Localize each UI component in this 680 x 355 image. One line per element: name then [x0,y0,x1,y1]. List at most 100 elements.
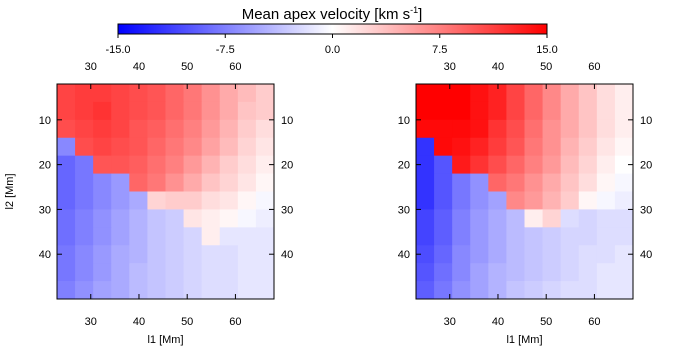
heatmap-cell [201,263,221,282]
heatmap-cell [111,227,130,246]
heatmap-cell [147,119,166,139]
heatmap-cell [542,209,562,228]
heatmap-cell [542,245,562,264]
heatmap-cell [506,101,525,121]
heatmap-cell [75,119,94,139]
heatmap-cell [560,191,580,210]
heatmap-cell [434,209,453,228]
heatmap-cell [542,263,562,282]
heatmap-cell [237,119,257,139]
heatmap-cell [147,173,166,192]
heatmap-cell [596,191,616,210]
x-tick-label: 40 [492,316,504,328]
heatmap-cell [201,281,221,300]
x-tick-label: 60 [229,316,241,328]
heatmap-cell [578,191,598,210]
heatmap-cell [470,155,489,174]
heatmap-cell [578,137,598,157]
heatmap-cell [183,155,203,174]
heatmap-cell [524,84,543,103]
heatmap-cell [201,227,221,246]
heatmap-cell [165,281,184,300]
heatmap-cell [147,209,166,228]
heatmap-cell [524,101,543,121]
x-tick-label-top: 60 [588,61,600,73]
heatmap-cell [255,119,275,139]
colorbar-tick-label: 7.5 [432,44,447,56]
heatmap-cell [129,281,148,300]
heatmap-cell [452,155,471,174]
y-tick-label-right: 20 [640,160,652,172]
heatmap-cell [614,281,634,300]
heatmap-cell [57,263,76,282]
heatmap-cell [470,191,489,210]
heatmap-cell [219,227,239,246]
heatmap-cell [129,119,148,139]
heatmap-cell [506,119,525,139]
heatmap-cell [75,227,94,246]
heatmap-cell [201,209,221,228]
heatmap-cell [542,173,562,192]
heatmap-cell [255,281,275,300]
x-tick-label-top: 40 [492,61,504,73]
heatmap-cell [416,263,435,282]
heatmap-cell [219,173,239,192]
heatmap-cell [416,245,435,264]
colorbar-gradient [117,23,548,35]
heatmap-cell [614,155,634,174]
heatmap-cell [506,209,525,228]
heatmap-cell [524,155,543,174]
heatmap-cell [470,227,489,246]
heatmap-cell [452,281,471,300]
x-tick-label-top: 60 [229,61,241,73]
heatmap-cell [237,137,257,157]
heatmap-cell [93,119,112,139]
heatmap-cell [129,263,148,282]
x-tick-label: 60 [588,316,600,328]
heatmap-cell [560,173,580,192]
heatmap-cell [488,101,507,121]
heatmap-cell [57,245,76,264]
heatmap-cell [470,137,489,157]
heatmap-cell [129,191,148,210]
x-tick-label-top: 30 [85,61,97,73]
heatmap-cell [614,84,634,103]
heatmap-cell [524,173,543,192]
heatmap-cell [578,173,598,192]
heatmap-cell [614,209,634,228]
heatmap-cell [201,245,221,264]
y-tick-label-right: 30 [640,204,652,216]
heatmap-cell [434,245,453,264]
heatmap-cell [488,281,507,300]
heatmap-cell [560,84,580,103]
heatmap-cell [129,173,148,192]
heatmap-cell [255,227,275,246]
heatmap-cell [416,227,435,246]
heatmap-cell [219,155,239,174]
heatmap-cell [524,191,543,210]
heatmap-cell [596,155,616,174]
heatmap-cell [596,209,616,228]
heatmap-cell [578,101,598,121]
heatmap-cell [470,84,489,103]
heatmap-cell [560,101,580,121]
heatmap-cell [129,209,148,228]
heatmap-cell [183,84,203,103]
heatmap-cell [147,191,166,210]
heatmap-cell [614,191,634,210]
plot-frame [415,83,634,300]
y-tick-label: 20 [39,160,51,172]
heatmap-cell [93,173,112,192]
heatmap-cell [165,137,184,157]
heatmap-cell [596,84,616,103]
heatmap-cell [560,245,580,264]
colorbar-title: Mean apex velocity [km s-1] [242,5,423,23]
heatmap-cell [219,84,239,103]
heatmap-cell [524,245,543,264]
heatmap-cell [93,209,112,228]
heatmap-cell [614,227,634,246]
heatmap-cell [416,101,435,121]
heatmap-cell [470,209,489,228]
heatmap-cell [201,101,221,121]
